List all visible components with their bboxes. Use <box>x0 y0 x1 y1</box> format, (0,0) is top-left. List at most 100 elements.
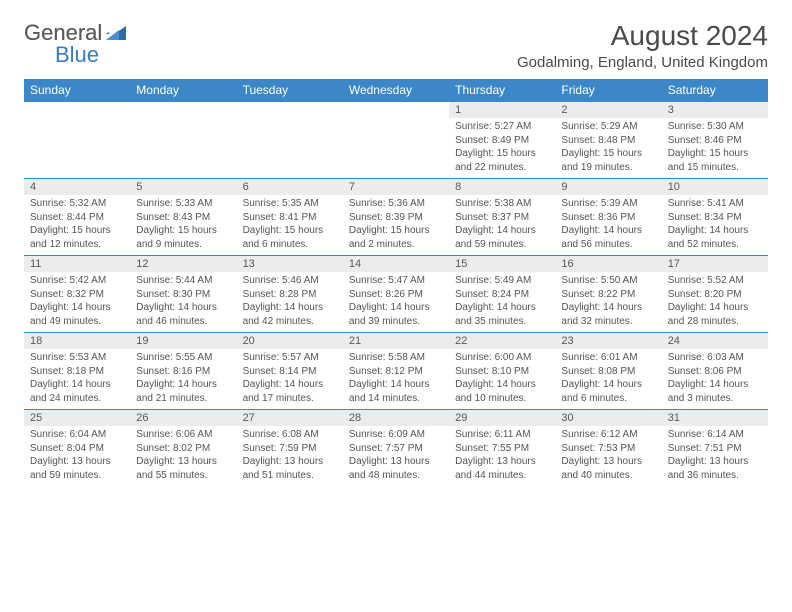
sunset-text: Sunset: 7:57 PM <box>349 442 443 456</box>
day-data: Sunrise: 5:44 AMSunset: 8:30 PMDaylight:… <box>130 272 236 332</box>
day-data-cell: Sunrise: 5:44 AMSunset: 8:30 PMDaylight:… <box>130 272 236 333</box>
weekday-header: Monday <box>130 79 236 102</box>
logo-triangle-icon <box>106 26 126 40</box>
day-data-cell: Sunrise: 5:42 AMSunset: 8:32 PMDaylight:… <box>24 272 130 333</box>
sunset-text: Sunset: 8:39 PM <box>349 211 443 225</box>
day-data-row: Sunrise: 5:53 AMSunset: 8:18 PM Daylight:… <box>24 349 768 410</box>
day-data: Sunrise: 5:33 AMSunset: 8:43 PMDaylight:… <box>130 195 236 255</box>
day-number-cell: 5 <box>130 179 236 196</box>
day-data-cell: Sunrise: 5:49 AMSunset: 8:24 PMDaylight:… <box>449 272 555 333</box>
sunrise-text: Sunrise: 5:44 AM <box>136 274 230 288</box>
sunset-text: Sunset: 8:36 PM <box>561 211 655 225</box>
sunrise-text: Sunrise: 5:58 AM <box>349 351 443 365</box>
weekday-header: Tuesday <box>237 79 343 102</box>
sunrise-text: Sunrise: 5:36 AM <box>349 197 443 211</box>
day-number: 20 <box>237 333 343 349</box>
day-data <box>130 118 236 124</box>
day-data-cell: Sunrise: 6:03 AMSunset: 8:06 PMDaylight:… <box>662 349 768 410</box>
sunrise-text: Sunrise: 5:38 AM <box>455 197 549 211</box>
sunrise-text: Sunrise: 5:33 AM <box>136 197 230 211</box>
day-number-cell: 31 <box>662 410 768 427</box>
day-data-cell: Sunrise: 6:12 AMSunset: 7:53 PMDaylight:… <box>555 426 661 486</box>
day-data-cell <box>343 118 449 179</box>
calendar-table: Sunday Monday Tuesday Wednesday Thursday… <box>24 79 768 486</box>
day-data-cell <box>24 118 130 179</box>
day-data: Sunrise: 6:09 AMSunset: 7:57 PMDaylight:… <box>343 426 449 486</box>
day-data-cell: Sunrise: 6:01 AMSunset: 8:08 PMDaylight:… <box>555 349 661 410</box>
day-data: Sunrise: 5:36 AMSunset: 8:39 PMDaylight:… <box>343 195 449 255</box>
daylight-text: Daylight: 15 hours and 22 minutes. <box>455 147 549 174</box>
daylight-text: Daylight: 14 hours and 6 minutes. <box>561 378 655 405</box>
day-number: 18 <box>24 333 130 349</box>
sunrise-text: Sunrise: 6:09 AM <box>349 428 443 442</box>
day-number: 9 <box>555 179 661 195</box>
sunrise-text: Sunrise: 5:41 AM <box>668 197 762 211</box>
day-data <box>237 118 343 124</box>
day-number <box>237 102 343 106</box>
day-data: Sunrise: 6:12 AMSunset: 7:53 PMDaylight:… <box>555 426 661 486</box>
daylight-text: Daylight: 15 hours and 12 minutes. <box>30 224 124 251</box>
sunset-text: Sunset: 8:22 PM <box>561 288 655 302</box>
daylight-text: Daylight: 14 hours and 59 minutes. <box>455 224 549 251</box>
sunrise-text: Sunrise: 5:52 AM <box>668 274 762 288</box>
daylight-text: Daylight: 15 hours and 15 minutes. <box>668 147 762 174</box>
day-data-cell: Sunrise: 6:06 AMSunset: 8:02 PMDaylight:… <box>130 426 236 486</box>
day-number <box>130 102 236 106</box>
weekday-header: Wednesday <box>343 79 449 102</box>
day-number: 3 <box>662 102 768 118</box>
sunrise-text: Sunrise: 5:39 AM <box>561 197 655 211</box>
day-number: 21 <box>343 333 449 349</box>
day-data-cell: Sunrise: 5:35 AMSunset: 8:41 PMDaylight:… <box>237 195 343 256</box>
day-number: 10 <box>662 179 768 195</box>
day-number-cell: 19 <box>130 333 236 350</box>
day-number: 8 <box>449 179 555 195</box>
day-number-cell: 29 <box>449 410 555 427</box>
day-number-cell: 1 <box>449 102 555 119</box>
day-number-cell: 20 <box>237 333 343 350</box>
day-number-cell: 21 <box>343 333 449 350</box>
sunset-text: Sunset: 8:14 PM <box>243 365 337 379</box>
daylight-text: Daylight: 14 hours and 56 minutes. <box>561 224 655 251</box>
sunset-text: Sunset: 8:08 PM <box>561 365 655 379</box>
day-number: 7 <box>343 179 449 195</box>
day-data-cell: Sunrise: 5:52 AMSunset: 8:20 PMDaylight:… <box>662 272 768 333</box>
day-number-cell: 24 <box>662 333 768 350</box>
sunrise-text: Sunrise: 6:14 AM <box>668 428 762 442</box>
sunset-text: Sunset: 8:28 PM <box>243 288 337 302</box>
daylight-text: Daylight: 13 hours and 51 minutes. <box>243 455 337 482</box>
day-number: 4 <box>24 179 130 195</box>
sunset-text: Sunset: 7:53 PM <box>561 442 655 456</box>
day-data: Sunrise: 5:32 AMSunset: 8:44 PMDaylight:… <box>24 195 130 255</box>
day-number: 24 <box>662 333 768 349</box>
day-data: Sunrise: 5:47 AMSunset: 8:26 PMDaylight:… <box>343 272 449 332</box>
day-data-cell: Sunrise: 6:09 AMSunset: 7:57 PMDaylight:… <box>343 426 449 486</box>
day-data-cell: Sunrise: 5:30 AMSunset: 8:46 PMDaylight:… <box>662 118 768 179</box>
day-number: 22 <box>449 333 555 349</box>
day-data: Sunrise: 5:49 AMSunset: 8:24 PMDaylight:… <box>449 272 555 332</box>
daylight-text: Daylight: 15 hours and 2 minutes. <box>349 224 443 251</box>
day-data-cell: Sunrise: 5:29 AMSunset: 8:48 PMDaylight:… <box>555 118 661 179</box>
daylight-text: Daylight: 14 hours and 14 minutes. <box>349 378 443 405</box>
day-data: Sunrise: 5:38 AMSunset: 8:37 PMDaylight:… <box>449 195 555 255</box>
day-data: Sunrise: 6:06 AMSunset: 8:02 PMDaylight:… <box>130 426 236 486</box>
day-data-cell: Sunrise: 5:57 AMSunset: 8:14 PMDaylight:… <box>237 349 343 410</box>
day-number-cell <box>130 102 236 119</box>
day-data-cell <box>130 118 236 179</box>
day-number: 6 <box>237 179 343 195</box>
sunset-text: Sunset: 8:12 PM <box>349 365 443 379</box>
sunrise-text: Sunrise: 5:46 AM <box>243 274 337 288</box>
day-data: Sunrise: 5:58 AMSunset: 8:12 PMDaylight:… <box>343 349 449 409</box>
sunset-text: Sunset: 8:41 PM <box>243 211 337 225</box>
sunset-text: Sunset: 8:30 PM <box>136 288 230 302</box>
day-data-row: Sunrise: 5:42 AMSunset: 8:32 PMDaylight:… <box>24 272 768 333</box>
day-data-cell: Sunrise: 5:55 AMSunset: 8:16 PMDaylight:… <box>130 349 236 410</box>
day-number-cell: 3 <box>662 102 768 119</box>
sunrise-text: Sunrise: 6:11 AM <box>455 428 549 442</box>
sunrise-text: Sunrise: 5:50 AM <box>561 274 655 288</box>
day-data-cell: Sunrise: 5:41 AMSunset: 8:34 PMDaylight:… <box>662 195 768 256</box>
sunrise-text: Sunrise: 5:53 AM <box>30 351 124 365</box>
sunset-text: Sunset: 8:44 PM <box>30 211 124 225</box>
sunset-text: Sunset: 8:18 PM <box>30 365 124 379</box>
day-number: 28 <box>343 410 449 426</box>
day-number <box>24 102 130 106</box>
